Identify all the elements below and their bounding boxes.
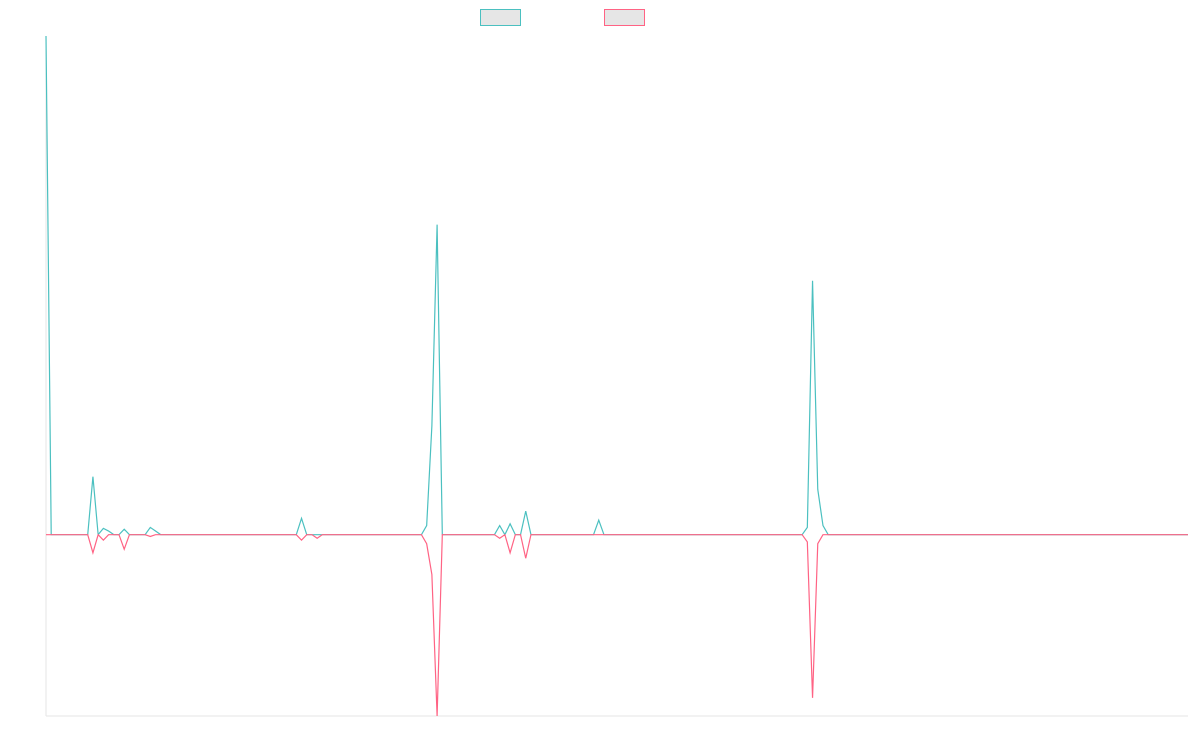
plot-area xyxy=(45,35,1188,717)
legend-swatch-2 xyxy=(604,9,645,26)
legend xyxy=(480,9,645,26)
axes xyxy=(45,36,1188,717)
series-line-1 xyxy=(45,35,1188,537)
legend-swatch-1 xyxy=(480,9,521,26)
series-line-2 xyxy=(46,533,1188,717)
